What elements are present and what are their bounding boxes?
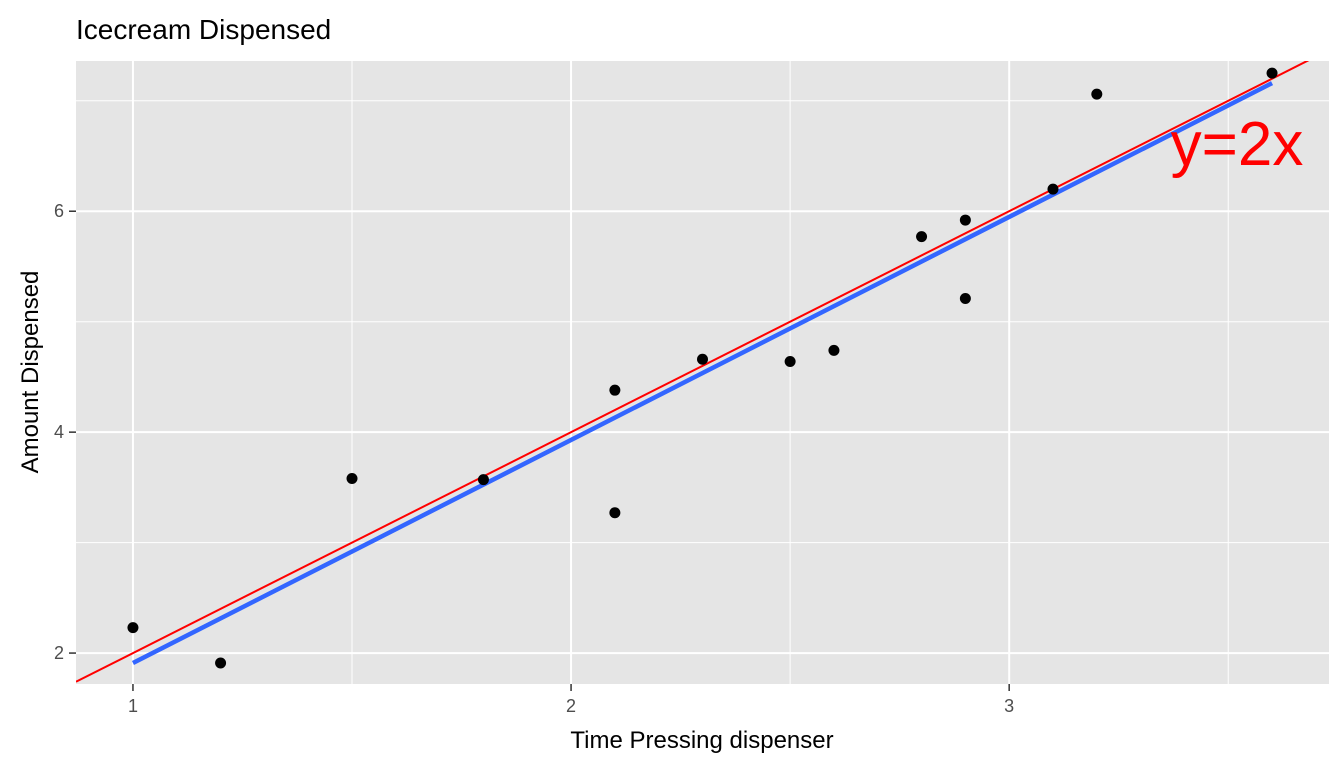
data-point xyxy=(609,384,621,396)
reference-line xyxy=(76,61,1310,683)
grid-lines xyxy=(76,61,1329,684)
data-point xyxy=(215,657,227,669)
y-tick-label: 4 xyxy=(54,422,64,442)
data-point xyxy=(916,231,928,243)
fit-line xyxy=(131,81,1274,666)
data-point xyxy=(477,474,489,486)
y-tick-label: 2 xyxy=(54,643,64,663)
data-point xyxy=(959,214,971,226)
annotation-label: y=2x xyxy=(1171,110,1304,179)
x-tick-label: 3 xyxy=(1004,696,1014,716)
data-point xyxy=(959,292,971,304)
y-tick-label: 6 xyxy=(54,201,64,221)
data-point xyxy=(609,507,621,519)
x-tick-label: 2 xyxy=(566,696,576,716)
chart-title: Icecream Dispensed xyxy=(76,14,331,45)
data-point xyxy=(828,344,840,356)
data-point xyxy=(697,353,708,365)
data-point xyxy=(1091,88,1103,100)
plot-area: y=2x xyxy=(76,61,1310,683)
data-point xyxy=(1047,183,1059,195)
data-point xyxy=(1266,67,1278,79)
x-ticks: 1 2 3 xyxy=(128,684,1014,716)
data-point xyxy=(784,355,796,367)
y-axis-title: Amount Dispensed xyxy=(17,271,44,474)
x-axis-title: Time Pressing dispenser xyxy=(570,727,833,754)
y-ticks: 2 4 6 xyxy=(54,201,76,663)
x-tick-label: 1 xyxy=(128,696,138,716)
data-point xyxy=(346,473,358,485)
data-point xyxy=(127,622,139,634)
